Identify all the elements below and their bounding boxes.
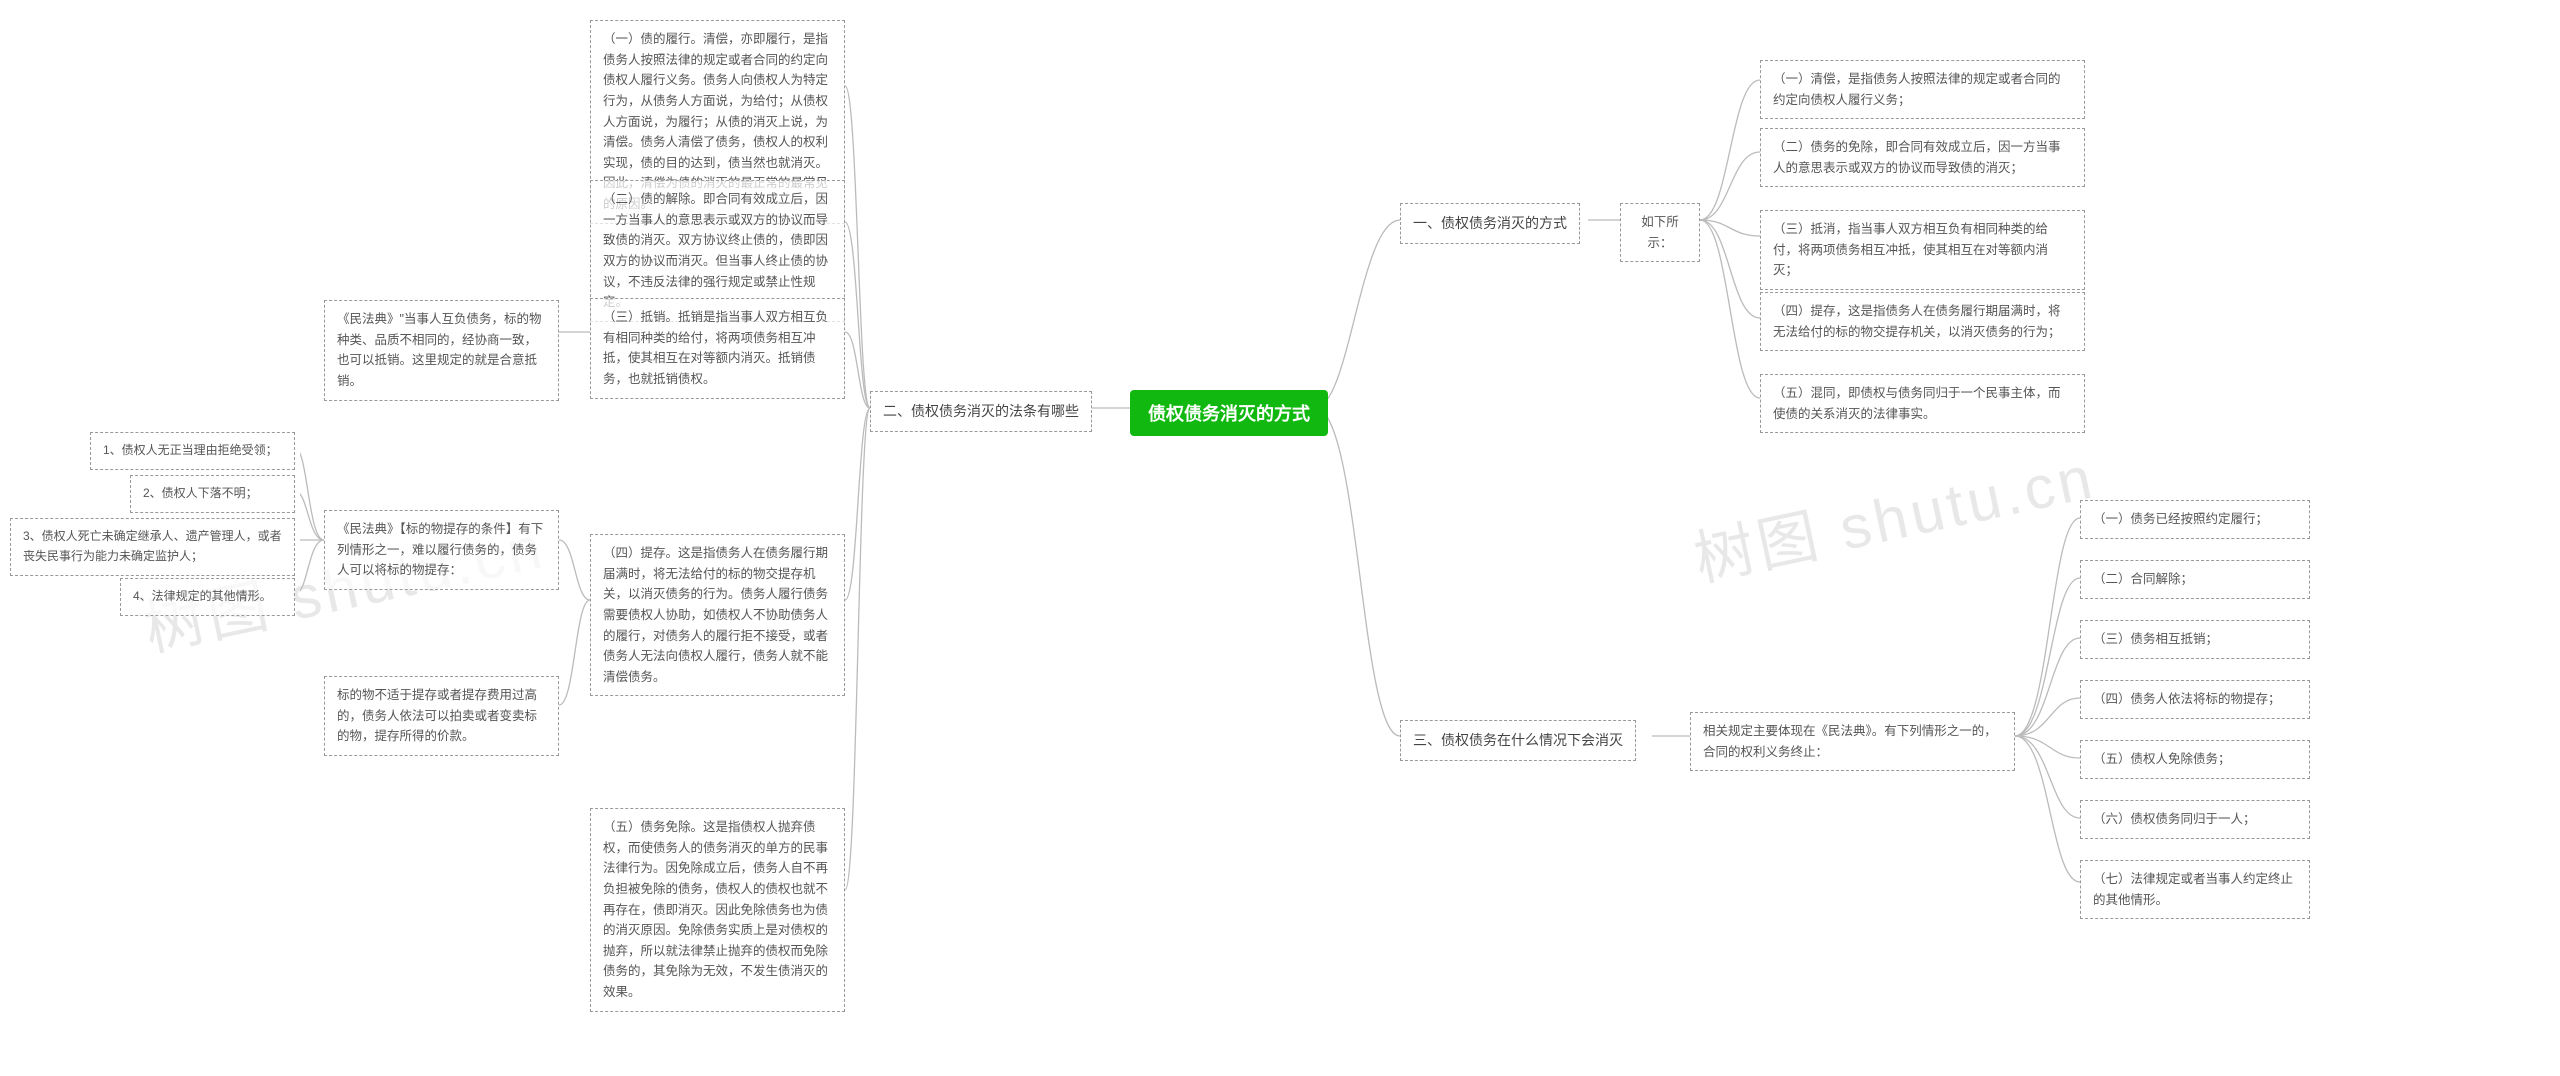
r3-item[interactable]: （三）债务相互抵销； xyxy=(2080,620,2310,659)
r3-item[interactable]: （七）法律规定或者当事人约定终止的其他情形。 xyxy=(2080,860,2310,919)
branch-right-3-title[interactable]: 三、债权债务在什么情况下会消灭 xyxy=(1400,720,1636,761)
l2-item-3[interactable]: （三）抵销。抵销是指当事人双方相互负有相同种类的给付，将两项债务相互冲抵，使其相… xyxy=(590,298,845,399)
l2-deep[interactable]: 3、债权人死亡未确定继承人、遗产管理人，或者丧失民事行为能力未确定监护人； xyxy=(10,518,295,576)
branch-right-1-sub[interactable]: 如下所示： xyxy=(1620,203,1700,262)
r3-item[interactable]: （六）债权债务同归于一人； xyxy=(2080,800,2310,839)
r1-item[interactable]: （一）清偿，是指债务人按照法律的规定或者合同的约定向债权人履行义务； xyxy=(1760,60,2085,119)
l2-item-4-sub2[interactable]: 标的物不适于提存或者提存费用过高的，债务人依法可以拍卖或者变卖标的物，提存所得的… xyxy=(324,676,559,756)
r1-item[interactable]: （四）提存，这是指债务人在债务履行期届满时，将无法给付的标的物交提存机关，以消灭… xyxy=(1760,292,2085,351)
r1-item[interactable]: （二）债务的免除，即合同有效成立后，因一方当事人的意思表示或双方的协议而导致债的… xyxy=(1760,128,2085,187)
branch-left-2-title[interactable]: 二、债权债务消灭的法条有哪些 xyxy=(870,391,1092,432)
l2-item-4[interactable]: （四）提存。这是指债务人在债务履行期届满时，将无法给付的标的物交提存机关，以消灭… xyxy=(590,534,845,696)
l2-deep[interactable]: 1、债权人无正当理由拒绝受领； xyxy=(90,432,295,470)
r3-item[interactable]: （四）债务人依法将标的物提存； xyxy=(2080,680,2310,719)
branch-right-3-sub[interactable]: 相关规定主要体现在《民法典》。有下列情形之一的，合同的权利义务终止： xyxy=(1690,712,2015,771)
l2-deep[interactable]: 4、法律规定的其他情形。 xyxy=(120,578,295,616)
l2-item-3-sub[interactable]: 《民法典》"当事人互负债务，标的物种类、品质不相同的，经协商一致，也可以抵销。这… xyxy=(324,300,559,401)
l2-item-5[interactable]: （五）债务免除。这是指债权人抛弃债权，而使债务人的债务消灭的单方的民事法律行为。… xyxy=(590,808,845,1012)
root-node[interactable]: 债权债务消灭的方式 xyxy=(1130,390,1328,436)
l2-deep[interactable]: 2、债权人下落不明； xyxy=(130,475,295,513)
r3-item[interactable]: （二）合同解除； xyxy=(2080,560,2310,599)
r1-item[interactable]: （三）抵消，指当事人双方相互负有相同种类的给付，将两项债务相互冲抵，使其相互在对… xyxy=(1760,210,2085,290)
branch-right-1-title[interactable]: 一、债权债务消灭的方式 xyxy=(1400,203,1580,244)
r1-item[interactable]: （五）混同，即债权与债务同归于一个民事主体，而使债的关系消灭的法律事实。 xyxy=(1760,374,2085,433)
r3-item[interactable]: （五）债权人免除债务； xyxy=(2080,740,2310,779)
l2-item-4-sub1[interactable]: 《民法典》【标的物提存的条件】有下列情形之一，难以履行债务的，债务人可以将标的物… xyxy=(324,510,559,590)
r3-item[interactable]: （一）债务已经按照约定履行； xyxy=(2080,500,2310,539)
